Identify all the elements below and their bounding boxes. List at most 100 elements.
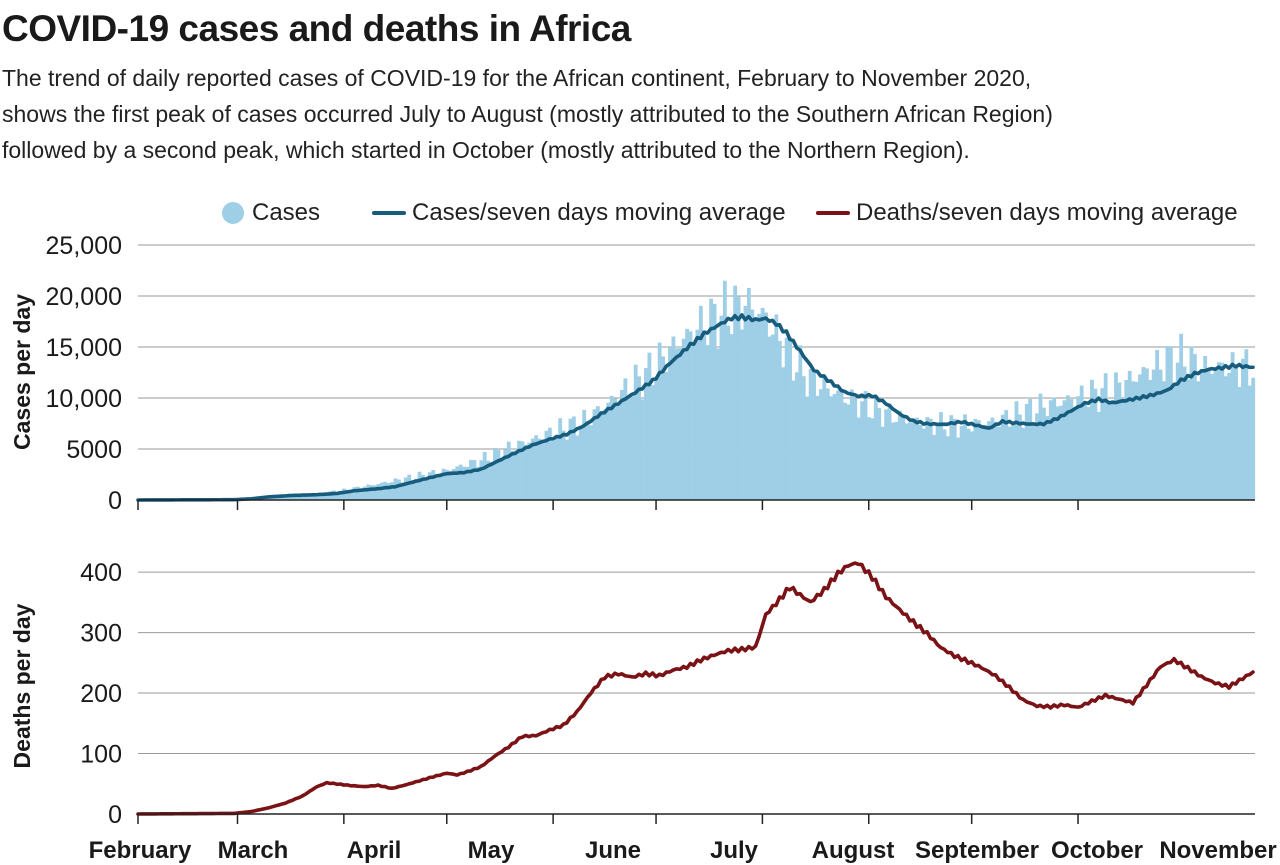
cases-bar [870, 418, 875, 500]
cases-bar [1120, 397, 1125, 500]
cases-bar [348, 490, 353, 500]
cases-bar [973, 418, 978, 500]
cases-bar [407, 474, 412, 500]
cases-bar [489, 461, 494, 500]
cases-bar [294, 496, 298, 500]
cases-bar [530, 438, 535, 500]
cases-bar [599, 412, 604, 500]
cases-bar [630, 396, 635, 500]
cases-bar [695, 329, 700, 500]
cases-bar [300, 495, 305, 500]
cases-bar [499, 459, 504, 500]
cases-bar [373, 485, 377, 500]
cases-bar [712, 303, 717, 500]
cases-bar [849, 389, 854, 500]
cases-bar [681, 338, 686, 500]
cases-bar [626, 398, 631, 500]
cases-bar [1093, 388, 1098, 500]
cases-bar [740, 329, 744, 500]
cases-bar [592, 409, 597, 500]
legend-label-cases: Cases [252, 199, 321, 226]
cases-bar [613, 398, 617, 500]
cases-bar [904, 423, 909, 500]
cases-bar [472, 460, 477, 500]
cases-bar [493, 447, 497, 500]
cases-bar [554, 434, 559, 500]
cases-bar [1096, 412, 1101, 500]
cases-bar [911, 418, 916, 500]
cases-bar [753, 318, 758, 500]
cases-bar [1138, 374, 1142, 500]
cases-bar [664, 371, 669, 500]
cases-bar [1011, 421, 1015, 500]
cases-bar [547, 427, 552, 500]
cases-bar [403, 477, 408, 500]
cases-bar [1206, 368, 1211, 500]
cases-bar [654, 377, 659, 500]
cases-bar [479, 460, 484, 500]
cases-bar [369, 485, 374, 500]
cases-bar [935, 426, 940, 500]
cases-bar [969, 431, 974, 500]
cases-bar [729, 334, 734, 500]
cases-bar [1021, 427, 1026, 500]
cases-bar [1090, 379, 1094, 500]
cases-bar [1199, 369, 1204, 500]
cases-bar [942, 429, 947, 500]
cases-bar [290, 496, 295, 500]
cases-bar [805, 396, 810, 500]
cases-bar [774, 314, 779, 500]
cases-bar [997, 426, 1002, 500]
deaths-ytick-label: 0 [108, 801, 122, 829]
cases-bar [1165, 346, 1170, 500]
legend-label-deaths-average: Deaths/seven days moving average [856, 199, 1238, 226]
cases-bar [1045, 416, 1050, 500]
cases-bar [1196, 381, 1201, 500]
cases-bar [287, 496, 292, 500]
legend-item-cases-average: Cases/seven days moving average [372, 198, 786, 228]
x-tick-label: November [1159, 837, 1276, 864]
x-tick-label: March [218, 837, 289, 864]
cases-bar [657, 342, 662, 500]
cases-bar [386, 483, 391, 500]
cases-bar [513, 450, 518, 500]
cases-average-swatch-icon [372, 211, 406, 215]
cases-bar [1186, 379, 1190, 500]
cases-bar [1144, 368, 1149, 500]
cases-bar [1155, 350, 1160, 500]
cases-bar [963, 414, 967, 500]
cases-bar [1213, 368, 1218, 500]
cases-bar [1223, 376, 1228, 500]
cases-bar [1234, 366, 1238, 500]
cases-bar [1247, 385, 1252, 500]
cases-bar [462, 466, 467, 500]
cases-bar [1172, 383, 1177, 500]
legend-label-cases-average: Cases/seven days moving average [412, 199, 786, 226]
cases-bar [469, 459, 473, 500]
cases-bar [983, 425, 988, 500]
x-tick-label: July [710, 837, 759, 864]
cases-y-axis-title: Cases per day [9, 294, 35, 450]
cases-bar [1192, 354, 1197, 500]
cases-bar [908, 422, 913, 500]
cases-bar [565, 439, 569, 500]
cases-bar [623, 378, 628, 500]
x-tick-label: September [915, 837, 1039, 864]
cases-bar [486, 460, 491, 500]
cases-bar [366, 484, 370, 500]
cases-bar [685, 328, 690, 500]
deaths-average-swatch-icon [816, 211, 850, 215]
cases-bar [503, 449, 508, 500]
cases-bar [843, 402, 847, 500]
cases-bar [359, 488, 364, 500]
cases-bar [1086, 406, 1091, 500]
cases-bar [616, 405, 621, 500]
cases-bar [1103, 373, 1108, 500]
cases-bar [620, 390, 624, 500]
cases-bar [1107, 401, 1112, 500]
cases-bar [1179, 333, 1184, 500]
deaths-ytick-label: 200 [80, 680, 122, 708]
cases-bar [1210, 373, 1214, 500]
cases-bar [884, 409, 889, 500]
cases-bar [736, 296, 741, 500]
